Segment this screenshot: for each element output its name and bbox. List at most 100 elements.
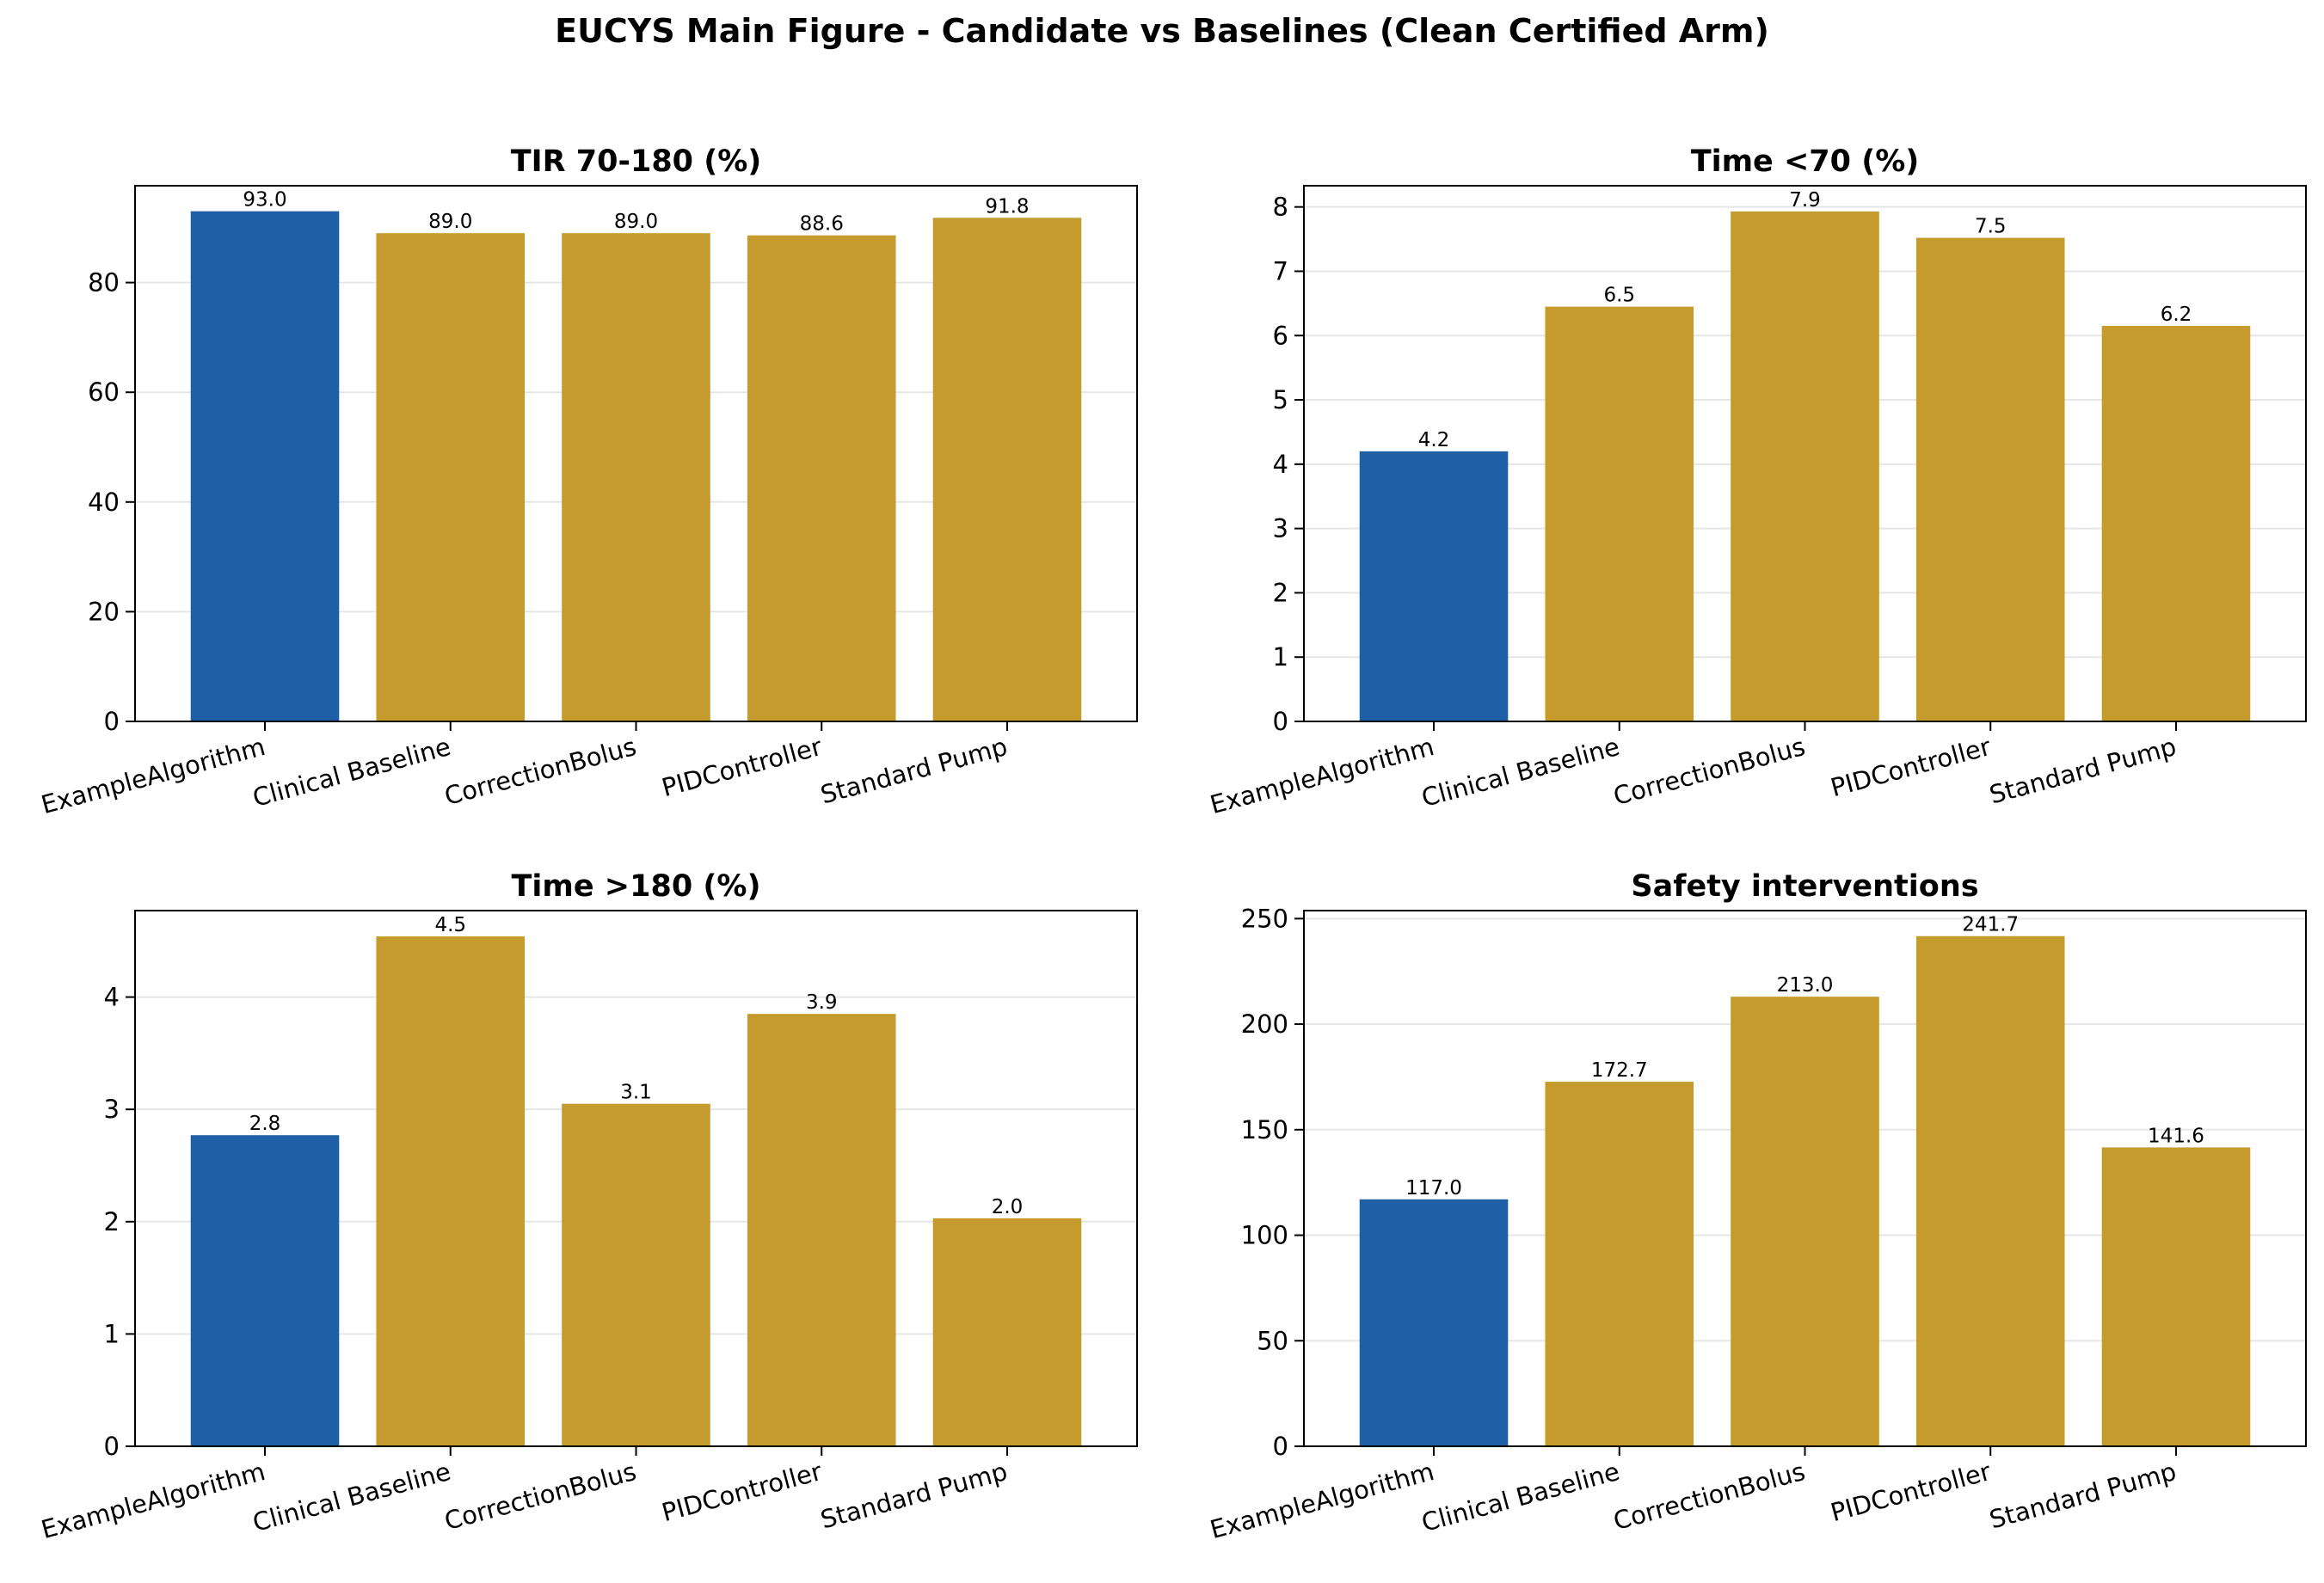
bar-value-label: 2.0 <box>992 1196 1024 1218</box>
y-tick-label: 20 <box>88 597 120 626</box>
y-tick-label: 7 <box>1273 256 1288 285</box>
y-tick-label: 0 <box>104 1432 120 1461</box>
bar-candidate <box>190 211 340 721</box>
bar-value-label: 89.0 <box>614 211 658 233</box>
y-tick-label: 5 <box>1273 385 1288 414</box>
x-tick-label: PIDController <box>659 1457 825 1527</box>
y-tick-label: 40 <box>88 488 120 517</box>
bar-value-label: 89.0 <box>428 211 472 233</box>
chart-panel: Time >180 (%) 0 1 2 3 4 2.8 ExampleAlgorithm 4.5… <box>38 869 1138 1544</box>
x-tick-label: Clinical Baseline <box>249 732 453 813</box>
bar-value-label: 3.1 <box>620 1082 652 1104</box>
axes-frame <box>1303 910 2307 1447</box>
y-tick-label: 6 <box>1273 321 1288 350</box>
bar-value-label: 7.5 <box>1975 216 2007 238</box>
bar-baseline <box>2101 326 2251 721</box>
x-tick-label: Clinical Baseline <box>1418 732 1622 813</box>
y-tick-label: 1 <box>1273 642 1288 672</box>
axes-frame <box>134 910 1138 1447</box>
bar-baseline <box>932 1218 1082 1446</box>
y-tick-label: 2 <box>1273 578 1288 607</box>
x-tick-label: CorrectionBolus <box>441 1457 639 1536</box>
chart-title: Safety interventions <box>1631 869 1978 904</box>
bar-value-label: 4.5 <box>434 914 466 936</box>
bar-baseline <box>932 218 1082 722</box>
bar-value-label: 4.2 <box>1418 429 1450 451</box>
bar-candidate <box>1359 1199 1509 1446</box>
bar-baseline <box>747 235 896 721</box>
bar-value-label: 93.0 <box>243 189 286 212</box>
x-tick-label: Standard Pump <box>817 732 1010 810</box>
y-tick-label: 60 <box>88 377 120 407</box>
x-tick-label: ExampleAlgorithm <box>1207 732 1437 819</box>
x-tick-label: Clinical Baseline <box>1418 1457 1622 1537</box>
x-tick-label: PIDController <box>1828 732 1994 802</box>
bar-value-label: 6.5 <box>1603 285 1635 307</box>
x-tick-label: CorrectionBolus <box>441 732 639 811</box>
bar-value-label: 213.0 <box>1777 974 1834 997</box>
bar-value-label: 6.2 <box>2161 304 2192 326</box>
y-tick-label: 200 <box>1241 1009 1288 1039</box>
x-tick-label: Standard Pump <box>1986 1457 2179 1535</box>
y-tick-label: 4 <box>104 983 120 1012</box>
bar-value-label: 117.0 <box>1405 1177 1462 1200</box>
x-tick-label: PIDController <box>659 732 825 802</box>
bar-baseline <box>1915 237 2065 721</box>
y-tick-label: 2 <box>104 1207 120 1236</box>
y-tick-label: 150 <box>1241 1115 1288 1144</box>
y-tick-label: 3 <box>1273 514 1288 543</box>
y-tick-label: 100 <box>1241 1221 1288 1250</box>
chart-panel: TIR 70-180 (%) 0 20 40 60 80 93.0 ExampleAlgori… <box>38 144 1138 819</box>
x-tick-label: Standard Pump <box>1986 732 2179 810</box>
y-tick-label: 0 <box>1273 707 1288 736</box>
bar-baseline <box>376 936 526 1446</box>
bar-value-label: 2.8 <box>249 1113 281 1135</box>
bar-value-label: 141.6 <box>2148 1125 2204 1147</box>
chart-panel: Safety interventions 0 50 100 150 200 250 117.0… <box>1207 869 2307 1544</box>
chart-panel: Time <70 (%) 0 1 2 3 4 5 6 7 8 4.2 ExampleAlgorithm… <box>1207 144 2307 819</box>
x-tick-label: ExampleAlgorithm <box>1207 1457 1437 1544</box>
bar-baseline <box>1545 1082 1694 1446</box>
y-tick-label: 4 <box>1273 450 1288 479</box>
x-tick-label: Standard Pump <box>817 1457 1010 1535</box>
bar-baseline <box>1545 306 1694 721</box>
x-tick-label: ExampleAlgorithm <box>38 1457 268 1544</box>
x-tick-label: CorrectionBolus <box>1610 732 1808 811</box>
x-tick-label: Clinical Baseline <box>249 1457 453 1537</box>
bar-baseline <box>1731 211 1879 722</box>
x-tick-label: CorrectionBolus <box>1610 1457 1808 1536</box>
bar-baseline <box>376 233 526 721</box>
bar-candidate <box>1359 451 1509 721</box>
bar-value-label: 91.8 <box>985 195 1029 218</box>
bar-baseline <box>747 1014 896 1446</box>
y-tick-label: 80 <box>88 268 120 298</box>
chart-title: Time >180 (%) <box>512 869 761 904</box>
bar-baseline <box>562 233 710 721</box>
bar-value-label: 172.7 <box>1591 1059 1648 1082</box>
bar-value-label: 88.6 <box>800 213 844 236</box>
x-tick-label: PIDController <box>1828 1457 1994 1527</box>
bar-baseline <box>562 1103 710 1446</box>
bar-value-label: 3.9 <box>806 991 838 1014</box>
chart-title: TIR 70-180 (%) <box>511 144 762 179</box>
bar-baseline <box>1915 936 2065 1446</box>
chart-title: Time <70 (%) <box>1691 144 1920 179</box>
axes-frame <box>1303 185 2307 722</box>
bar-value-label: 7.9 <box>1789 189 1821 212</box>
x-tick-label: ExampleAlgorithm <box>38 732 268 819</box>
y-tick-label: 3 <box>104 1095 120 1124</box>
axes-frame <box>134 185 1138 722</box>
bar-baseline <box>1731 997 1879 1446</box>
figure-title: EUCYS Main Figure - Candidate vs Baselin… <box>555 12 1769 50</box>
y-tick-label: 0 <box>104 707 120 736</box>
y-tick-label: 250 <box>1241 904 1288 933</box>
y-tick-label: 8 <box>1273 193 1288 222</box>
bar-candidate <box>190 1135 340 1446</box>
bar-value-label: 241.7 <box>1962 914 2019 936</box>
y-tick-label: 0 <box>1273 1432 1288 1461</box>
y-tick-label: 1 <box>104 1319 120 1348</box>
bar-baseline <box>2101 1147 2251 1446</box>
y-tick-label: 50 <box>1257 1326 1288 1355</box>
